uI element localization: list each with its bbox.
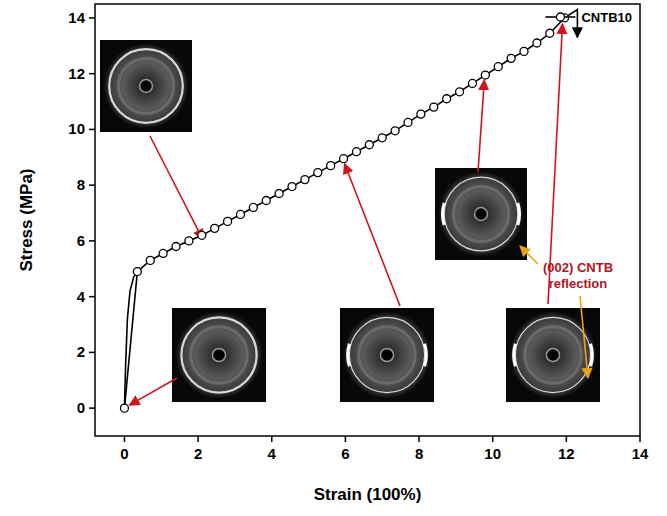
data-point bbox=[288, 183, 296, 191]
data-point bbox=[468, 79, 476, 87]
x-tick bbox=[418, 436, 420, 442]
data-point bbox=[481, 71, 489, 79]
y-axis-title: Stress (MPa) bbox=[17, 169, 36, 272]
data-point bbox=[443, 95, 451, 103]
data-point bbox=[301, 176, 309, 184]
xrd-inset bbox=[100, 40, 192, 132]
data-point bbox=[133, 268, 141, 276]
y-tick-label: 10 bbox=[68, 120, 85, 137]
data-point bbox=[456, 88, 464, 96]
y-tick-label: 12 bbox=[68, 65, 85, 82]
chart: 0 2 4 6 8 10 12 14 0 2 4 6 8 10 12 14 Strain (100%) Stres… bbox=[0, 0, 667, 516]
x-tick-label: 14 bbox=[632, 445, 649, 462]
data-point bbox=[378, 134, 386, 142]
y-tick-label: 6 bbox=[77, 232, 85, 249]
data-point bbox=[533, 39, 541, 47]
leader-arrow bbox=[129, 378, 177, 405]
data-point bbox=[236, 210, 244, 218]
data-point bbox=[404, 118, 412, 126]
data-point bbox=[430, 103, 438, 111]
x-tick bbox=[197, 436, 199, 442]
data-group bbox=[120, 10, 577, 413]
x-tick-label: 12 bbox=[558, 445, 575, 462]
annotation-arrow bbox=[580, 296, 588, 378]
data-point bbox=[507, 54, 515, 62]
x-tick-label: 10 bbox=[484, 445, 501, 462]
data-point bbox=[211, 224, 219, 232]
leader-arrow bbox=[478, 80, 484, 172]
data-point bbox=[417, 110, 425, 118]
x-tick-label: 6 bbox=[341, 445, 349, 462]
y-tick bbox=[89, 184, 95, 186]
data-point bbox=[275, 190, 283, 198]
data-point bbox=[249, 203, 257, 211]
data-point bbox=[224, 217, 232, 225]
data-point bbox=[146, 256, 154, 264]
x-tick-label: 2 bbox=[194, 445, 202, 462]
y-tick bbox=[89, 129, 95, 131]
leader-arrow bbox=[345, 164, 400, 306]
x-tick-label: 0 bbox=[120, 445, 128, 462]
data-point bbox=[352, 148, 360, 156]
x-tick bbox=[345, 436, 347, 442]
y-tick bbox=[89, 296, 95, 298]
legend-marker bbox=[556, 13, 564, 21]
x-tick bbox=[566, 436, 568, 442]
data-point bbox=[185, 237, 193, 245]
data-point bbox=[391, 127, 399, 135]
x-tick-label: 8 bbox=[415, 445, 423, 462]
x-tick bbox=[492, 436, 494, 442]
data-point bbox=[520, 47, 528, 55]
data-point bbox=[340, 155, 348, 163]
data-point bbox=[120, 404, 128, 412]
data-point bbox=[365, 141, 373, 149]
data-point bbox=[314, 169, 322, 177]
y-tick-label: 2 bbox=[77, 343, 85, 360]
data-point bbox=[172, 242, 180, 250]
xrd-inset bbox=[172, 308, 266, 402]
y-tick-label: 8 bbox=[77, 176, 85, 193]
data-point bbox=[494, 63, 502, 71]
y-tick bbox=[89, 407, 95, 409]
x-tick bbox=[271, 436, 273, 442]
series-line bbox=[124, 272, 137, 409]
x-axis-title: Strain (100%) bbox=[314, 485, 422, 504]
legend-label: CNTB10 bbox=[581, 10, 632, 25]
y-tick-label: 0 bbox=[77, 399, 85, 416]
legend: CNTB10 bbox=[545, 10, 632, 25]
data-point bbox=[262, 196, 270, 204]
y-tick bbox=[89, 73, 95, 75]
data-point bbox=[327, 162, 335, 170]
y-tick-label: 4 bbox=[77, 288, 86, 305]
y-tick bbox=[89, 240, 95, 242]
y-tick-label: 14 bbox=[68, 9, 85, 26]
annotation-arrow bbox=[520, 246, 538, 264]
annotation: (002) CNTBreflection bbox=[543, 260, 613, 291]
y-tick bbox=[89, 17, 95, 19]
x-tick-label: 4 bbox=[268, 445, 277, 462]
data-point bbox=[159, 249, 167, 257]
series-line bbox=[124, 18, 564, 408]
xrd-inset bbox=[340, 308, 434, 402]
leader-arrow bbox=[150, 136, 203, 239]
plot-frame bbox=[95, 4, 640, 436]
xrd-inset bbox=[435, 168, 527, 260]
x-tick bbox=[639, 436, 641, 442]
data-point bbox=[546, 29, 554, 37]
data-point bbox=[198, 231, 206, 239]
x-tick bbox=[124, 436, 126, 442]
y-tick bbox=[89, 352, 95, 354]
